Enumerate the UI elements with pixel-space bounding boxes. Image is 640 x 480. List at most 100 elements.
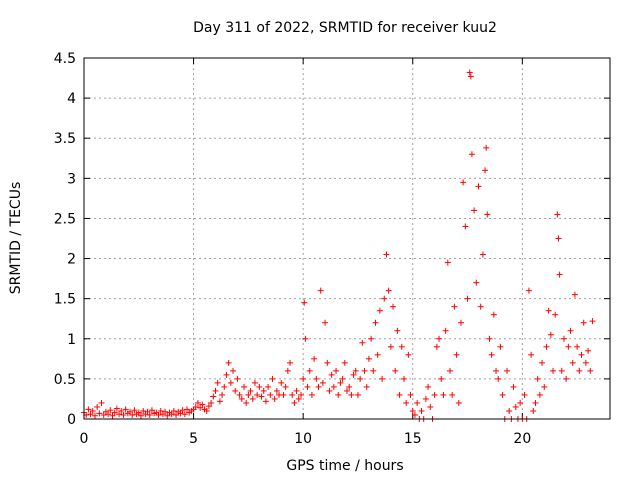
data-point xyxy=(247,387,254,394)
data-point xyxy=(339,375,346,382)
data-point xyxy=(503,367,510,374)
data-point xyxy=(464,295,471,302)
data-point xyxy=(396,391,403,398)
data-point xyxy=(442,327,449,334)
data-point xyxy=(582,359,589,366)
data-point xyxy=(578,351,585,358)
data-point xyxy=(155,411,162,418)
grid xyxy=(84,58,610,419)
data-point xyxy=(565,343,572,350)
data-point xyxy=(359,339,366,346)
data-point xyxy=(301,299,308,306)
data-point xyxy=(427,403,434,410)
data-point xyxy=(346,383,353,390)
data-point xyxy=(525,287,532,294)
data-point xyxy=(168,411,175,418)
data-point xyxy=(510,383,517,390)
data-point xyxy=(269,375,276,382)
data-point xyxy=(422,395,429,402)
data-point xyxy=(567,327,574,334)
x-axis-label: GPS time / hours xyxy=(286,458,403,474)
data-point xyxy=(127,408,134,415)
data-point xyxy=(409,407,416,414)
data-point xyxy=(227,379,234,386)
data-point xyxy=(89,407,96,414)
data-point xyxy=(164,412,171,419)
data-point xyxy=(113,405,120,412)
data-point xyxy=(411,411,418,418)
data-point xyxy=(245,391,252,398)
data-point xyxy=(473,279,480,286)
data-point xyxy=(144,408,151,415)
data-point xyxy=(297,391,304,398)
data-point xyxy=(374,351,381,358)
data-point xyxy=(455,399,462,406)
data-point xyxy=(225,359,232,366)
data-point xyxy=(555,235,562,242)
data-point xyxy=(444,259,451,266)
data-point xyxy=(361,367,368,374)
data-point xyxy=(287,359,294,366)
y-tick-label: 0.5 xyxy=(54,372,76,388)
y-tick-label: 3.5 xyxy=(54,131,76,147)
data-point xyxy=(543,343,550,350)
data-point xyxy=(467,73,474,80)
data-point xyxy=(267,391,274,398)
data-point xyxy=(87,411,94,418)
data-point xyxy=(398,343,405,350)
data-point xyxy=(284,367,291,374)
data-point xyxy=(328,371,335,378)
data-point xyxy=(383,251,390,258)
data-point xyxy=(330,383,337,390)
data-point xyxy=(348,391,355,398)
data-point xyxy=(238,395,245,402)
data-point xyxy=(289,391,296,398)
data-point xyxy=(234,375,241,382)
data-point xyxy=(468,151,475,158)
data-point xyxy=(571,291,578,298)
data-point xyxy=(232,387,239,394)
data-point xyxy=(98,399,105,406)
data-point xyxy=(295,395,302,402)
data-point xyxy=(376,307,383,314)
data-point xyxy=(254,391,261,398)
data-point xyxy=(462,223,469,230)
data-point xyxy=(135,409,142,416)
data-point xyxy=(129,411,136,418)
data-point xyxy=(344,387,350,394)
data-point xyxy=(486,335,493,342)
data-point xyxy=(148,407,155,414)
data-point xyxy=(122,406,129,413)
data-point xyxy=(341,359,348,366)
data-point xyxy=(221,383,228,390)
data-point xyxy=(512,403,519,410)
x-tick-label: 15 xyxy=(404,431,422,447)
data-point xyxy=(521,391,528,398)
data-point xyxy=(243,399,250,406)
data-point xyxy=(105,411,112,418)
y-tick-label: 4.5 xyxy=(54,51,76,67)
data-point xyxy=(118,407,125,414)
data-point xyxy=(403,399,410,406)
data-point xyxy=(545,307,552,314)
data-point xyxy=(256,383,263,390)
data-point xyxy=(554,211,561,218)
data-point xyxy=(560,335,567,342)
data-point xyxy=(536,391,543,398)
data-point xyxy=(96,410,103,417)
data-point xyxy=(483,144,490,151)
data-point xyxy=(497,343,504,350)
data-point xyxy=(363,383,370,390)
data-point xyxy=(394,327,401,334)
data-point xyxy=(109,412,116,419)
data-point xyxy=(319,379,326,386)
data-point xyxy=(205,403,212,410)
data-point xyxy=(311,355,318,362)
data-point xyxy=(539,359,546,366)
data-point xyxy=(273,387,280,394)
data-point xyxy=(453,351,460,358)
data-point xyxy=(528,351,535,358)
data-point xyxy=(291,399,298,406)
data-point xyxy=(484,211,491,218)
data-point xyxy=(177,410,184,417)
